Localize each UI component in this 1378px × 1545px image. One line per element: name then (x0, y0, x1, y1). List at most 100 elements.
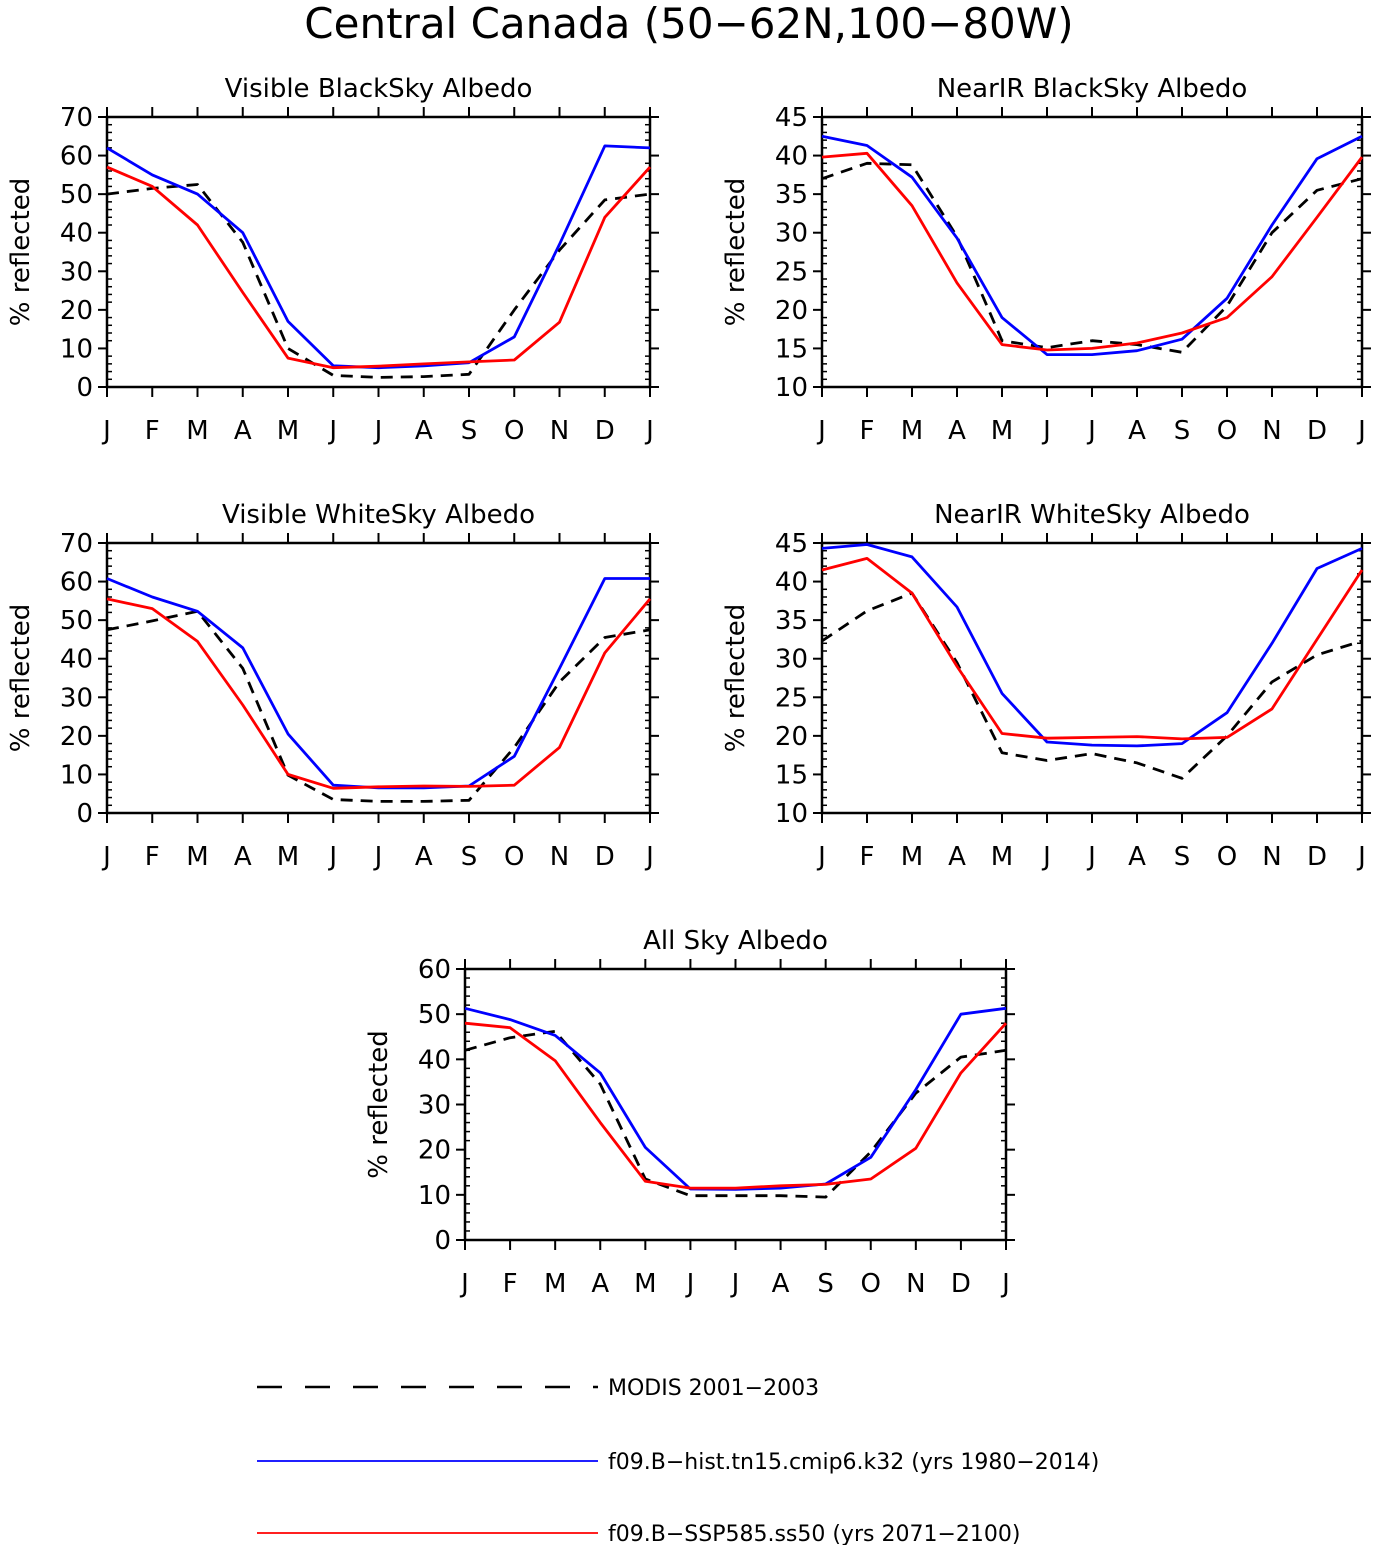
chart-panel-2: NearIR BlackSky Albedo % reflected 10 15 20 2… (721, 74, 1371, 446)
y-tick-label: 20 (60, 722, 93, 752)
chart-panel-5: All Sky Albedo % reflected 0 10 20 30 40 50 60 J F… (364, 926, 1015, 1299)
y-tick-label: 20 (60, 296, 93, 326)
x-tick-label: N (550, 416, 569, 446)
x-tick-label: J (816, 842, 826, 872)
x-tick-label: J (816, 416, 826, 446)
x-tick-label: D (1307, 416, 1327, 446)
x-tick-label: J (1086, 842, 1096, 872)
series-line-hist (821, 543, 1363, 748)
series-line-ssp (464, 1021, 1008, 1190)
x-tick-label: J (101, 416, 111, 446)
x-tick-label: F (145, 416, 160, 446)
x-tick-label: O (1217, 416, 1237, 446)
y-tick-label: 70 (60, 529, 93, 559)
x-tick-label: J (685, 1269, 695, 1299)
chart-title: NearIR BlackSky Albedo (937, 74, 1248, 104)
x-tick-label: D (595, 842, 615, 872)
x-tick-label: S (461, 416, 478, 446)
x-tick-label: J (459, 1269, 469, 1299)
x-tick-label: J (644, 842, 654, 872)
y-tick-label: 30 (775, 645, 808, 675)
chart-title: All Sky Albedo (643, 926, 828, 956)
y-tick-label: 50 (60, 180, 93, 210)
y-tick-label: 0 (434, 1226, 451, 1256)
y-tick-label: 20 (775, 296, 808, 326)
y-tick-label: 30 (60, 683, 93, 713)
x-tick-label: A (772, 1269, 790, 1299)
x-tick-label: A (591, 1269, 609, 1299)
y-axis-label: % reflected (721, 604, 751, 752)
series-line-ssp (821, 151, 1364, 352)
y-tick-label: 40 (60, 645, 93, 675)
y-tick-label: 50 (60, 606, 93, 636)
x-tick-label: A (1128, 416, 1146, 446)
x-tick-label: J (373, 416, 383, 446)
plot-frame (105, 115, 652, 389)
x-tick-label: N (1262, 842, 1281, 872)
series-line-hist (106, 144, 651, 370)
x-tick-label: O (1217, 842, 1237, 872)
plot-frame (105, 541, 652, 815)
y-tick-label: 60 (60, 568, 93, 598)
y-tick-label: 35 (775, 606, 808, 636)
plot-frame (463, 967, 1008, 1242)
x-tick-label: A (948, 842, 966, 872)
series-line-hist (106, 577, 650, 790)
x-tick-label: D (595, 416, 615, 446)
y-tick-label: 25 (775, 257, 808, 287)
y-axis-label: % reflected (6, 178, 36, 326)
legend-label-3: f09.B−SSP585.ss50 (yrs 2071−2100) (608, 1522, 1020, 1545)
series-line-modis (821, 161, 1363, 354)
y-tick-label: 40 (60, 219, 93, 249)
x-tick-label: D (1307, 842, 1327, 872)
x-tick-label: M (991, 416, 1013, 446)
series-line-modis (106, 183, 651, 379)
y-axis-label: % reflected (721, 178, 751, 326)
series-line-modis (821, 591, 1363, 780)
y-tick-label: 35 (775, 180, 808, 210)
y-tick-label: 25 (775, 683, 808, 713)
x-tick-label: J (644, 416, 654, 446)
y-tick-label: 10 (60, 334, 93, 364)
y-tick-label: 30 (60, 257, 93, 287)
chart-panel-3: Visible WhiteSky Albedo % reflected 0 10 20 3… (6, 500, 659, 872)
x-tick-label: M (634, 1269, 656, 1299)
chart-panels: Visible BlackSky Albedo % reflected 0 10 20 3… (6, 74, 1371, 1299)
y-tick-label: 10 (418, 1181, 451, 1211)
plot-frame (820, 541, 1364, 815)
x-tick-label: M (277, 842, 299, 872)
x-tick-label: F (860, 416, 875, 446)
x-tick-label: F (145, 842, 160, 872)
y-tick-label: 45 (775, 103, 808, 133)
x-tick-label: J (373, 842, 383, 872)
x-tick-label: S (817, 1269, 834, 1299)
series-line-hist (821, 134, 1363, 357)
series-line-ssp (821, 557, 1364, 741)
x-tick-label: A (948, 416, 966, 446)
y-tick-label: 30 (418, 1091, 451, 1121)
x-tick-label: J (1000, 1269, 1010, 1299)
x-tick-label: J (730, 1269, 740, 1299)
chart-title: Visible BlackSky Albedo (225, 74, 533, 104)
series-line-modis (106, 609, 651, 803)
figure-title: Central Canada (50−62N,100−80W) (304, 0, 1073, 48)
x-tick-label: M (277, 416, 299, 446)
x-tick-label: N (1262, 416, 1281, 446)
x-tick-label: A (234, 416, 252, 446)
y-tick-label: 45 (775, 529, 808, 559)
x-tick-label: D (951, 1269, 971, 1299)
y-tick-label: 10 (775, 373, 808, 403)
chart-panel-1: Visible BlackSky Albedo % reflected 0 10 20 3… (6, 74, 659, 446)
x-tick-label: J (1041, 416, 1051, 446)
y-tick-label: 40 (775, 142, 808, 172)
y-axis-label: % reflected (364, 1030, 394, 1178)
x-tick-label: F (503, 1269, 518, 1299)
x-tick-label: M (186, 842, 208, 872)
x-tick-label: N (550, 842, 569, 872)
series-line-hist (464, 1006, 1007, 1191)
x-tick-label: O (861, 1269, 881, 1299)
x-tick-label: A (415, 842, 433, 872)
y-axis-label: % reflected (6, 604, 36, 752)
x-tick-label: J (101, 842, 111, 872)
